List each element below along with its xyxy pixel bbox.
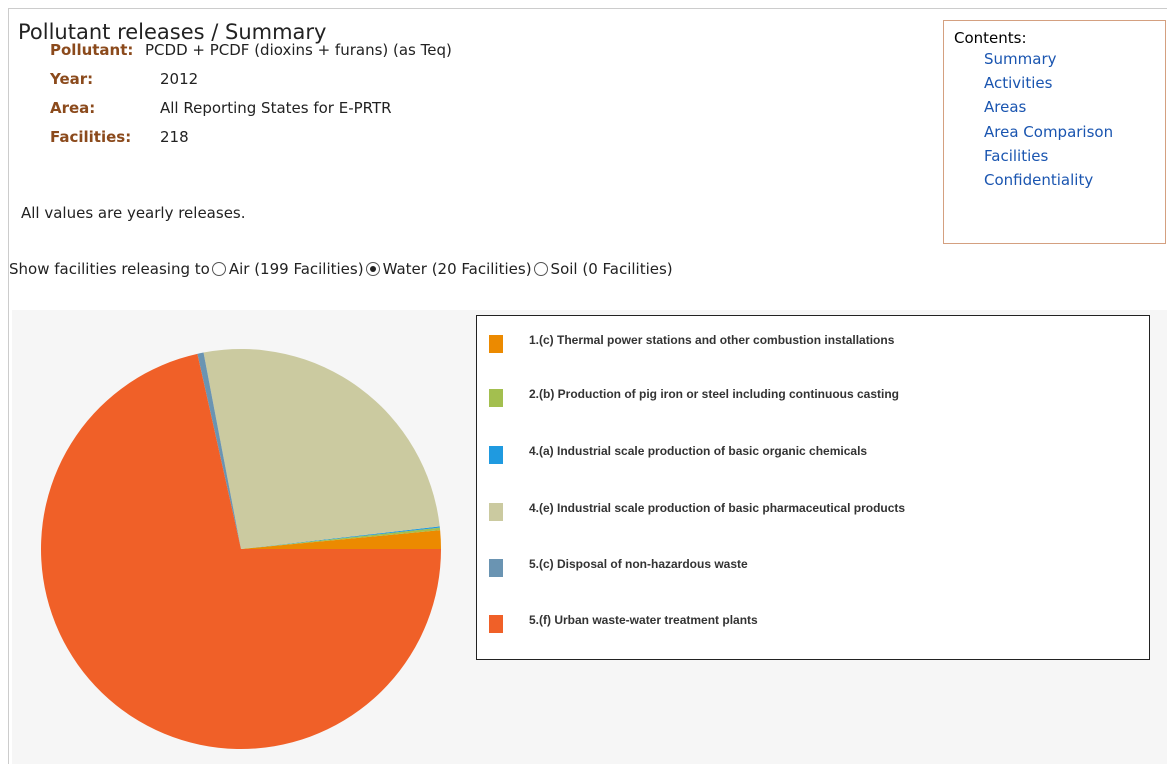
legend: 1.(c) Thermal power stations and other c…	[476, 315, 1150, 660]
page-title: Pollutant releases / Summary	[18, 20, 327, 44]
pie-slice	[41, 353, 441, 749]
detail-label: Facilities:	[50, 128, 132, 146]
contents-link[interactable]: Confidentiality	[984, 171, 1094, 190]
legend-item: 5.(c) Disposal of non-hazardous waste	[489, 556, 969, 577]
radio-button[interactable]	[211, 262, 226, 276]
radio-dot	[369, 266, 376, 272]
legend-label: 5.(c) Disposal of non-hazardous waste	[529, 557, 748, 571]
legend-swatch	[489, 335, 503, 353]
detail-label: Area:	[50, 99, 96, 117]
legend-label: 1.(c) Thermal power stations and other c…	[529, 333, 895, 347]
pie-chart	[41, 349, 441, 749]
detail-value: 218	[160, 128, 189, 146]
filter-label: Show facilities releasing to	[9, 260, 210, 278]
radio-label[interactable]: Air (199 Facilities)	[228, 260, 364, 278]
legend-swatch	[489, 503, 503, 521]
legend-label: 4.(a) Industrial scale production of bas…	[529, 444, 868, 458]
pie-slice	[203, 349, 440, 549]
legend-item: 1.(c) Thermal power stations and other c…	[489, 332, 969, 353]
legend-item: 4.(a) Industrial scale production of bas…	[489, 443, 969, 464]
contents-link[interactable]: Activities	[984, 74, 1053, 93]
detail-label: Year:	[50, 70, 94, 88]
pie-slice	[241, 527, 441, 549]
legend-swatch	[489, 559, 503, 577]
detail-value: 2012	[160, 70, 199, 88]
legend-label: 4.(e) Industrial scale production of bas…	[529, 501, 906, 515]
radio-button[interactable]	[365, 262, 380, 276]
legend-item: 4.(e) Industrial scale production of bas…	[489, 500, 969, 521]
radio-label[interactable]: Water (20 Facilities)	[382, 260, 532, 278]
contents-link[interactable]: Facilities	[984, 146, 1049, 165]
legend-label: 2.(b) Production of pig iron or steel in…	[529, 387, 899, 401]
frame	[8, 8, 1167, 764]
note: All values are yearly releases.	[21, 204, 246, 222]
pie-slice	[197, 352, 241, 549]
contents-title: Contents:	[954, 29, 1027, 47]
pie-slice	[241, 530, 441, 549]
contents-box: Contents: Summary Activities Areas Area Com…	[943, 20, 1166, 244]
radio-label[interactable]: Soil (0 Facilities)	[550, 260, 673, 278]
legend-swatch	[489, 446, 503, 464]
detail-value: All Reporting States for E-PRTR	[160, 99, 392, 117]
contents-link[interactable]: Areas	[984, 98, 1027, 117]
detail-value: PCDD + PCDF (dioxins + furans) (as Teq)	[145, 41, 452, 59]
contents-link[interactable]: Area Comparison	[984, 122, 1114, 141]
detail-label: Pollutant:	[50, 41, 134, 59]
legend-swatch	[489, 389, 503, 407]
legend-label: 5.(f) Urban waste-water treatment plants	[529, 613, 758, 627]
legend-swatch	[489, 615, 503, 633]
contents-link[interactable]: Summary	[984, 50, 1057, 68]
pie-slice	[241, 526, 440, 549]
legend-item: 2.(b) Production of pig iron or steel in…	[489, 386, 969, 407]
filter: Show facilities releasing to Air (199 Fa…	[9, 260, 673, 278]
legend-item: 5.(f) Urban waste-water treatment plants	[489, 612, 969, 633]
radio-button[interactable]	[533, 262, 548, 276]
